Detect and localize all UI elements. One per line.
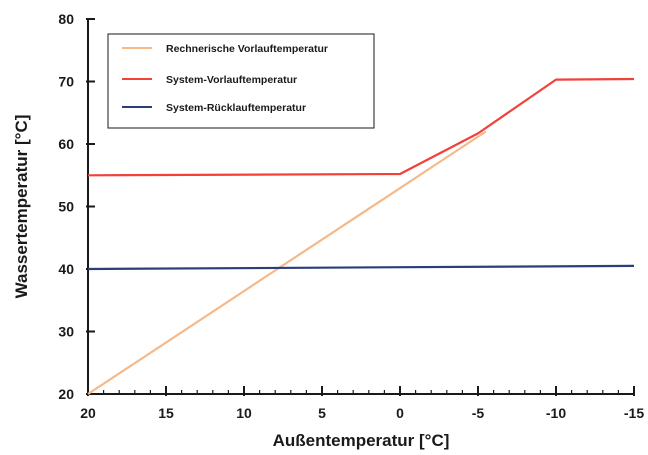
legend-label-system-vorlauftemperatur: System-Vorlauftemperatur	[166, 74, 297, 86]
x-tick-label: 10	[236, 405, 252, 421]
y-tick-label: 30	[58, 324, 74, 340]
y-axis-title: Wassertemperatur [°C]	[12, 115, 31, 299]
legend: Rechnerische Vorlauftemperatur System-Vo…	[107, 33, 375, 129]
y-axis-ticks: 20 30 40 50 60 70 80	[58, 11, 95, 402]
x-tick-label: 15	[158, 405, 174, 421]
series-line-1	[87, 77, 635, 177]
x-tick-label: 0	[396, 405, 404, 421]
legend-item: System-Rücklauftemperatur	[122, 102, 306, 114]
y-tick-label: 60	[58, 136, 74, 152]
x-axis-minor-ticks	[102, 390, 620, 394]
y-tick-label: 70	[58, 74, 74, 90]
x-tick-label: 5	[318, 405, 326, 421]
legend-item: System-Vorlauftemperatur	[122, 74, 297, 86]
series-line-2	[87, 264, 635, 271]
y-tick-label: 80	[58, 11, 74, 27]
legend-label-rechnerische-vorlauftemperatur: Rechnerische Vorlauftemperatur	[166, 43, 328, 55]
x-axis-title: Außentemperatur [°C]	[273, 431, 450, 450]
legend-item: Rechnerische Vorlauftemperatur	[122, 43, 328, 55]
x-tick-label: -10	[546, 405, 566, 421]
series-layer	[87, 77, 635, 395]
x-tick-label: -5	[472, 405, 485, 421]
legend-box	[107, 33, 375, 129]
x-axis-ticks: 20 15 10 5 0 -5 -10 -15	[80, 386, 644, 421]
y-tick-label: 40	[58, 261, 74, 277]
x-tick-label: 20	[80, 405, 96, 421]
x-tick-label: -15	[624, 405, 644, 421]
y-tick-label: 50	[58, 199, 74, 215]
y-tick-label: 20	[58, 386, 74, 402]
series-line-0	[87, 130, 487, 395]
legend-label-system-ruecklauftemperatur: System-Rücklauftemperatur	[166, 102, 306, 114]
